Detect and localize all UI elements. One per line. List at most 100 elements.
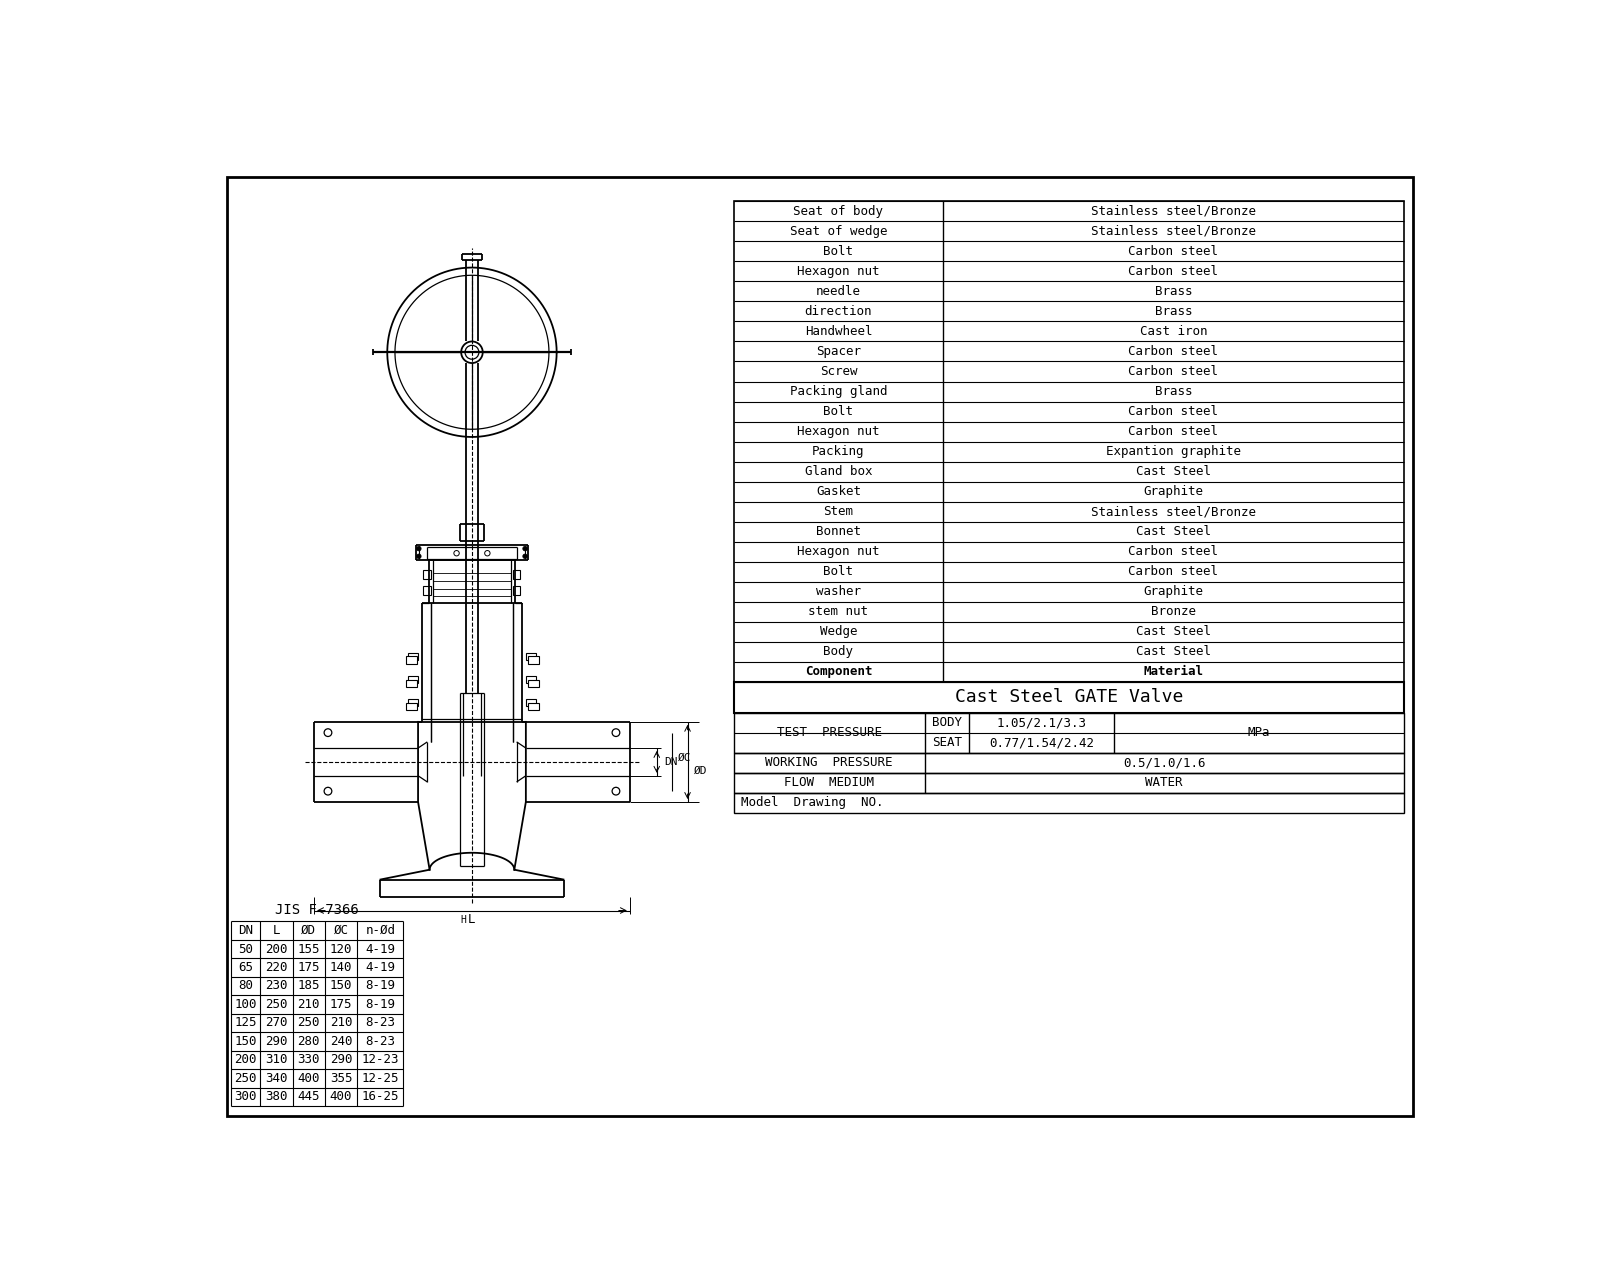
Bar	[379, 879, 395, 897]
Text: Hexagon nut: Hexagon nut	[797, 545, 880, 558]
Text: FLOW  MEDIUM: FLOW MEDIUM	[784, 776, 874, 790]
Text: 12-25: 12-25	[362, 1071, 398, 1085]
Text: MPa: MPa	[1248, 726, 1270, 739]
Text: 210: 210	[330, 1016, 352, 1029]
Bar	[734, 773, 1403, 792]
Text: Brass: Brass	[1155, 285, 1192, 298]
Text: 185: 185	[298, 979, 320, 992]
Text: Cast Steel: Cast Steel	[1136, 645, 1211, 658]
Bar	[408, 676, 418, 684]
Text: n-Ød: n-Ød	[365, 924, 395, 937]
Bar	[429, 561, 435, 603]
Bar	[427, 547, 432, 558]
Text: H: H	[459, 915, 466, 924]
Text: 280: 280	[298, 1036, 320, 1048]
Text: Bronze: Bronze	[1150, 605, 1195, 618]
Text: 100: 100	[234, 998, 258, 1011]
Text: 1.05/2.1/3.3: 1.05/2.1/3.3	[997, 716, 1086, 730]
Text: 16-25: 16-25	[362, 1091, 398, 1103]
Text: 4-19: 4-19	[365, 961, 395, 974]
Bar	[734, 792, 1403, 813]
Text: stem nut: stem nut	[808, 605, 869, 618]
Text: 140: 140	[330, 961, 352, 974]
Text: ØC: ØC	[333, 924, 349, 937]
Text: 8-23: 8-23	[365, 1016, 395, 1029]
Text: Material: Material	[1144, 666, 1203, 678]
Text: 0.77/1.54/2.42: 0.77/1.54/2.42	[989, 736, 1094, 749]
Text: Hexagon nut: Hexagon nut	[797, 265, 880, 278]
Text: Bonnet: Bonnet	[816, 525, 861, 538]
Circle shape	[523, 554, 528, 558]
Bar	[408, 722, 418, 803]
Text: JIS F 7366: JIS F 7366	[275, 902, 358, 916]
Text: 4-19: 4-19	[365, 942, 395, 955]
Bar	[517, 742, 526, 782]
Text: 290: 290	[330, 1053, 352, 1066]
Text: 250: 250	[298, 1016, 320, 1029]
Text: 250: 250	[234, 1071, 258, 1085]
Text: 175: 175	[298, 961, 320, 974]
Text: Graphite: Graphite	[1144, 585, 1203, 598]
Text: 210: 210	[298, 998, 320, 1011]
Text: Carbon steel: Carbon steel	[1128, 265, 1219, 278]
Text: 270: 270	[266, 1016, 288, 1029]
Text: Model  Drawing  NO.: Model Drawing NO.	[741, 796, 883, 809]
Text: Bolt: Bolt	[824, 566, 853, 579]
Text: WATER: WATER	[1146, 776, 1182, 790]
Text: ØD: ØD	[301, 924, 317, 937]
Text: DN: DN	[664, 756, 678, 767]
Text: SEAT: SEAT	[933, 736, 962, 749]
Text: 380: 380	[266, 1091, 288, 1103]
Text: L: L	[469, 913, 475, 927]
Text: Cast iron: Cast iron	[1139, 325, 1206, 338]
Text: 300: 300	[234, 1091, 258, 1103]
Bar	[526, 653, 536, 660]
Text: DN: DN	[238, 924, 253, 937]
Bar	[406, 657, 416, 664]
Text: Cast Steel: Cast Steel	[1136, 625, 1211, 639]
Text: Body: Body	[824, 645, 853, 658]
Text: direction: direction	[805, 305, 872, 317]
Text: 355: 355	[330, 1071, 352, 1085]
Text: Stem: Stem	[824, 506, 853, 518]
Text: 150: 150	[330, 979, 352, 992]
Text: Packing: Packing	[813, 445, 864, 458]
Circle shape	[523, 547, 528, 550]
Bar	[406, 703, 416, 710]
Circle shape	[416, 547, 421, 550]
Text: Spacer: Spacer	[816, 346, 861, 358]
Text: 240: 240	[330, 1036, 352, 1048]
Text: 200: 200	[234, 1053, 258, 1066]
Bar	[512, 585, 520, 595]
Text: 220: 220	[266, 961, 288, 974]
Text: 340: 340	[266, 1071, 288, 1085]
Text: Gland box: Gland box	[805, 465, 872, 479]
Text: Carbon steel: Carbon steel	[1128, 425, 1219, 438]
Text: 230: 230	[266, 979, 288, 992]
Text: Carbon steel: Carbon steel	[1128, 566, 1219, 579]
Text: Packing gland: Packing gland	[790, 385, 888, 398]
Text: Graphite: Graphite	[1144, 485, 1203, 498]
Bar	[512, 570, 520, 580]
Bar	[418, 742, 427, 782]
Text: 0.5/1.0/1.6: 0.5/1.0/1.6	[1123, 756, 1205, 769]
Text: Carbon steel: Carbon steel	[1128, 365, 1219, 378]
Text: Cast Steel: Cast Steel	[1136, 465, 1211, 479]
Bar	[526, 699, 536, 707]
Text: Stainless steel/Bronze: Stainless steel/Bronze	[1091, 205, 1256, 218]
Text: 175: 175	[330, 998, 352, 1011]
Text: 150: 150	[234, 1036, 258, 1048]
Bar	[408, 699, 418, 707]
Text: washer: washer	[816, 585, 861, 598]
Bar	[526, 722, 536, 803]
Bar	[314, 722, 331, 803]
Text: 65: 65	[238, 961, 253, 974]
Bar	[734, 713, 1403, 753]
Text: Hexagon nut: Hexagon nut	[797, 425, 880, 438]
Bar	[734, 201, 1403, 682]
Text: TEST  PRESSURE: TEST PRESSURE	[776, 726, 882, 739]
Bar	[734, 682, 1403, 713]
Text: 200: 200	[266, 942, 288, 955]
Circle shape	[416, 554, 421, 558]
Text: 8-19: 8-19	[365, 998, 395, 1011]
